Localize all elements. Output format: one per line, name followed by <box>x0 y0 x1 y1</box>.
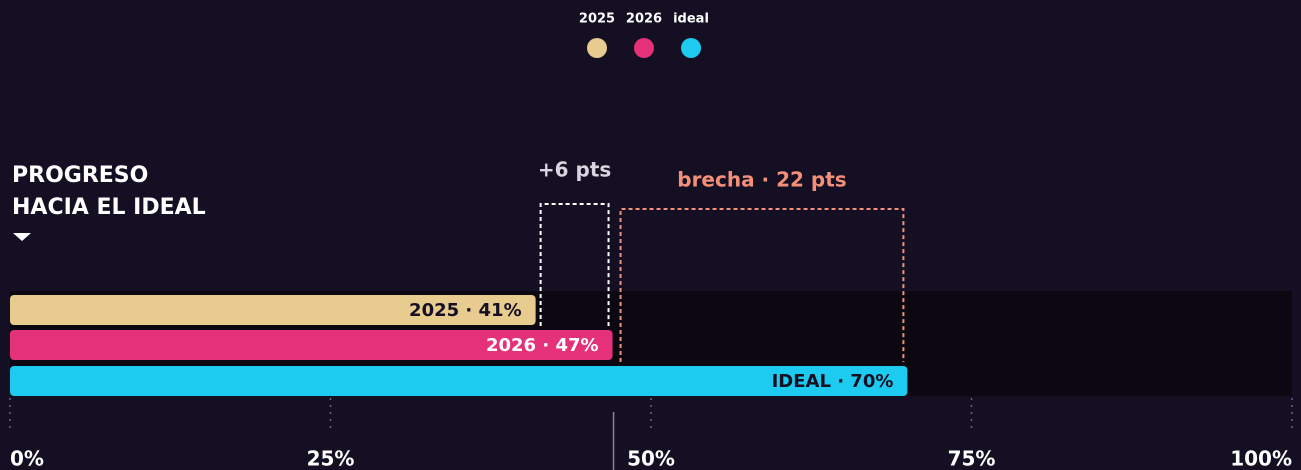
value-label: IDEAL · 70% <box>772 371 894 392</box>
x-tick-label: 75% <box>948 447 996 470</box>
legend-label: 2026 <box>626 12 662 27</box>
value-label: 2025 · 41% <box>409 300 522 321</box>
chart-title: HACIA EL IDEAL <box>12 195 206 220</box>
legend-swatch <box>681 38 701 58</box>
chart-title: PROGRESO <box>12 163 148 188</box>
legend-swatch <box>587 38 607 58</box>
x-tick-label: 100% <box>1230 447 1292 470</box>
bar <box>10 295 536 325</box>
x-tick-label: 25% <box>307 447 355 470</box>
annotation-bracket <box>619 208 905 362</box>
value-label: 2026 · 47% <box>486 335 599 356</box>
x-tick-label: 0% <box>10 447 44 470</box>
legend-swatch <box>634 38 654 58</box>
bar <box>10 330 613 360</box>
annotation: brecha · 22 pts <box>677 168 846 192</box>
annotation-bracket <box>539 203 610 326</box>
x-tick-label: 50% <box>627 447 675 470</box>
legend-label: ideal <box>673 12 709 27</box>
annotation: +6 pts <box>538 158 611 182</box>
bar <box>10 366 908 396</box>
caret <box>13 233 31 241</box>
legend-label: 2025 <box>579 12 615 27</box>
